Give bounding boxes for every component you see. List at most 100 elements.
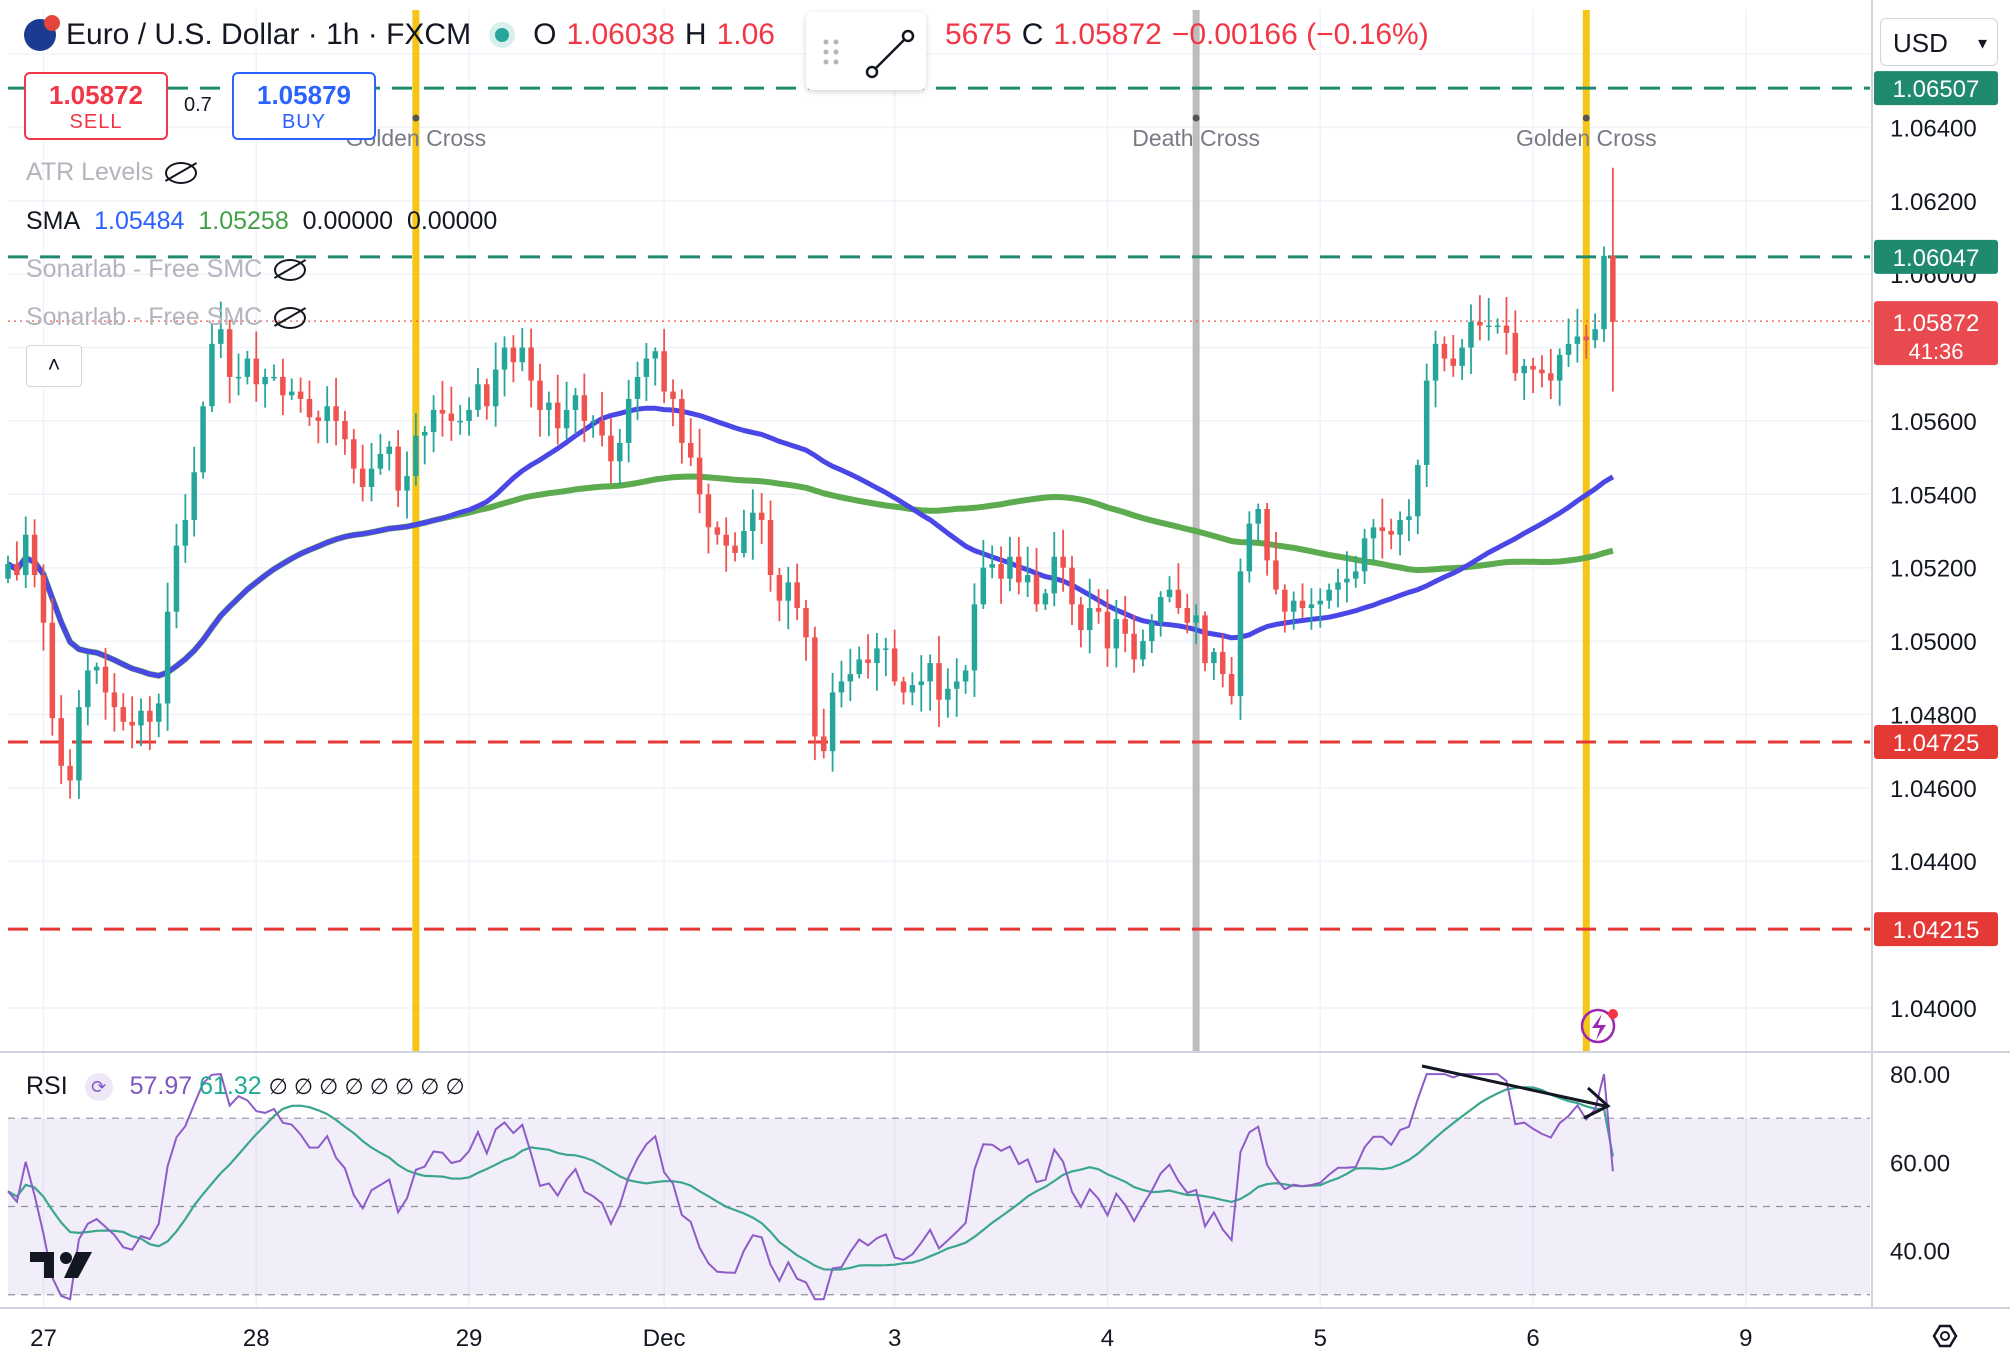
- candle-body: [634, 376, 641, 399]
- candle: [528, 328, 534, 408]
- candle-body: [590, 420, 596, 423]
- candle: [599, 391, 605, 447]
- cross-marker: [1192, 114, 1200, 122]
- candle-body: [280, 376, 286, 396]
- time-tick-label: 5: [1314, 1325, 1327, 1352]
- candle: [1193, 604, 1199, 644]
- candle: [1565, 318, 1572, 367]
- close-label: C: [1021, 18, 1044, 51]
- logo-part: [60, 1252, 72, 1264]
- hidden-eye-icon[interactable]: [165, 162, 198, 185]
- candle-body: [297, 391, 304, 399]
- candle-body: [705, 494, 712, 528]
- buy-button[interactable]: 1.05879 BUY: [232, 72, 376, 140]
- candle-body: [528, 347, 534, 381]
- candle: [874, 632, 880, 691]
- hidden-eye-icon[interactable]: [274, 307, 307, 330]
- candle: [262, 368, 268, 408]
- candle-body: [856, 659, 862, 675]
- candle: [1069, 555, 1075, 626]
- candle: [1450, 334, 1457, 377]
- candle: [838, 660, 845, 708]
- candle: [820, 708, 827, 759]
- candle: [457, 404, 463, 435]
- rsi-line: [7, 1073, 1614, 1301]
- gear-hub: [1940, 1331, 1950, 1341]
- candle-body: [5, 564, 11, 579]
- candle: [147, 696, 153, 751]
- last-price-tag-bg: [1874, 301, 1998, 366]
- candle-body: [40, 575, 47, 623]
- candle-body: [1459, 347, 1465, 366]
- hidden-eye-icon[interactable]: [274, 259, 307, 282]
- candle: [1397, 511, 1403, 556]
- candle-body: [439, 409, 446, 414]
- smc-legend-1[interactable]: Sonarlab - Free SMC: [26, 255, 307, 284]
- candle-body: [1069, 567, 1075, 605]
- candle: [510, 335, 517, 383]
- drawing-toolbar[interactable]: [806, 12, 926, 90]
- currency-select[interactable]: USD ▾: [1880, 18, 1998, 66]
- candle-body: [900, 681, 907, 693]
- candle: [22, 516, 29, 589]
- collapse-legend-button[interactable]: ˄: [26, 345, 82, 387]
- symbol-title[interactable]: Euro / U.S. Dollar · 1h · FXCM: [66, 18, 472, 51]
- candle-body: [1193, 615, 1199, 623]
- candle: [484, 378, 490, 420]
- candle: [918, 655, 925, 712]
- bolt-badge: [1608, 1009, 1618, 1019]
- candle: [31, 519, 38, 588]
- candle: [696, 428, 703, 514]
- candle: [608, 418, 614, 484]
- candle-body: [927, 663, 933, 682]
- candle-body: [1601, 255, 1607, 330]
- candle-body: [1273, 560, 1279, 590]
- low-value: 5675: [944, 18, 1012, 51]
- refresh-icon[interactable]: ⟳: [84, 1073, 113, 1102]
- candle: [617, 429, 623, 486]
- candle: [155, 693, 162, 738]
- candle-body: [1477, 321, 1483, 326]
- candle-body: [315, 417, 322, 421]
- candle: [1255, 503, 1261, 542]
- candle-body: [324, 406, 330, 421]
- rsi-legend[interactable]: RSI ⟳ 57.97 61.32 ∅ ∅ ∅ ∅ ∅ ∅ ∅ ∅: [26, 1072, 465, 1102]
- candle-body: [226, 329, 233, 377]
- candle: [1415, 459, 1421, 535]
- price-tick-label: 1.04600: [1890, 776, 1977, 803]
- sma-slow-value: 1.05258: [198, 207, 289, 235]
- candle-body: [395, 446, 401, 491]
- candle: [1024, 546, 1031, 598]
- price-level-tag: 1.04215: [1874, 912, 1998, 947]
- candle: [1308, 588, 1315, 630]
- candle-body: [1494, 325, 1501, 328]
- sma-legend[interactable]: SMA 1.05484 1.05258 0.00000 0.00000: [26, 207, 497, 236]
- smc-legend-2[interactable]: Sonarlab - Free SMC: [26, 303, 307, 332]
- candle: [1503, 296, 1510, 355]
- rsi-label: RSI: [26, 1072, 68, 1100]
- candle-body: [475, 384, 481, 410]
- candle: [625, 379, 632, 463]
- candle: [723, 517, 729, 572]
- candle: [634, 361, 641, 420]
- sell-button[interactable]: 1.05872 SELL: [24, 72, 168, 140]
- open-value: 1.06038: [566, 18, 675, 51]
- candle: [218, 301, 224, 359]
- cross-label: Golden Cross: [1516, 125, 1657, 151]
- candle: [883, 637, 889, 677]
- cross-marker: [412, 114, 420, 122]
- candle: [377, 433, 384, 475]
- candle: [111, 673, 118, 732]
- candle-body: [1503, 325, 1510, 333]
- candle-body: [572, 395, 579, 410]
- sma-label: SMA: [26, 207, 81, 235]
- candle-body: [812, 637, 818, 737]
- candle: [501, 336, 508, 397]
- smc-label-1: Sonarlab - Free SMC: [26, 255, 263, 283]
- trend-line-icon[interactable]: [806, 12, 926, 90]
- atr-levels-legend[interactable]: ATR Levels: [26, 158, 198, 187]
- candle-body: [448, 413, 455, 421]
- candle-body: [155, 703, 162, 722]
- candle-body: [1388, 531, 1394, 535]
